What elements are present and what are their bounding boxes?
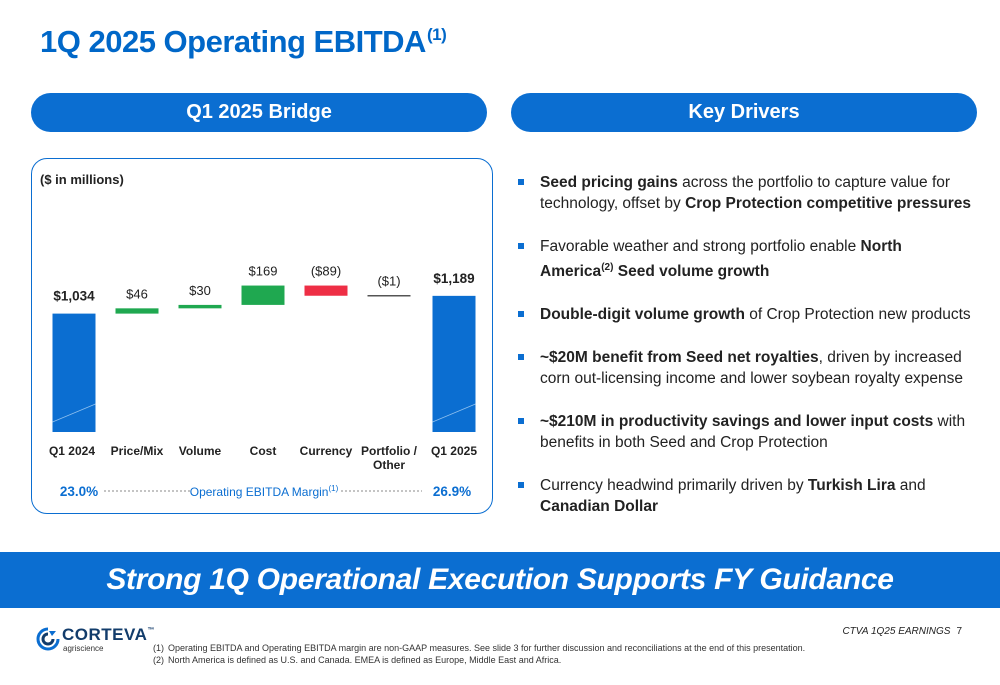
logo-wordmark: CORTEVA™: [62, 625, 155, 644]
guidance-banner: Strong 1Q Operational Execution Supports…: [0, 552, 1000, 608]
driver-item: Seed pricing gains across the portfolio …: [518, 172, 978, 214]
corteva-logo-icon: [36, 627, 60, 651]
driver-item: Favorable weather and strong portfolio e…: [518, 236, 978, 282]
footnotes: (1) Operating EBITDA and Operating EBITDA…: [153, 642, 805, 666]
driver-item: Double-digit volume growth of Crop Prote…: [518, 304, 978, 325]
footnote-1: (1) Operating EBITDA and Operating EBITDA…: [153, 643, 806, 653]
page-title: 1Q 2025 Operating EBITDA(1): [40, 24, 447, 59]
key-drivers-section-header: Key Drivers: [511, 93, 977, 132]
bridge-chart-panel: [31, 158, 493, 514]
driver-item: Currency headwind primarily driven by Tu…: [518, 475, 978, 517]
corteva-logo: CORTEVA™ agriscience: [36, 625, 154, 655]
key-drivers-list: Seed pricing gains across the portfolio …: [518, 172, 978, 539]
driver-item: ~$20M benefit from Seed net royalties, d…: [518, 347, 978, 389]
logo-subtitle: agriscience: [63, 644, 104, 653]
driver-item: ~$210M in productivity savings and lower…: [518, 411, 978, 453]
bridge-section-header: Q1 2025 Bridge: [31, 93, 487, 132]
page-footer: CTVA 1Q25 EARNINGS 7: [842, 626, 962, 637]
footnote-2: (2) North America is defined as U.S. and …: [153, 655, 562, 665]
page-number: 7: [956, 626, 962, 637]
